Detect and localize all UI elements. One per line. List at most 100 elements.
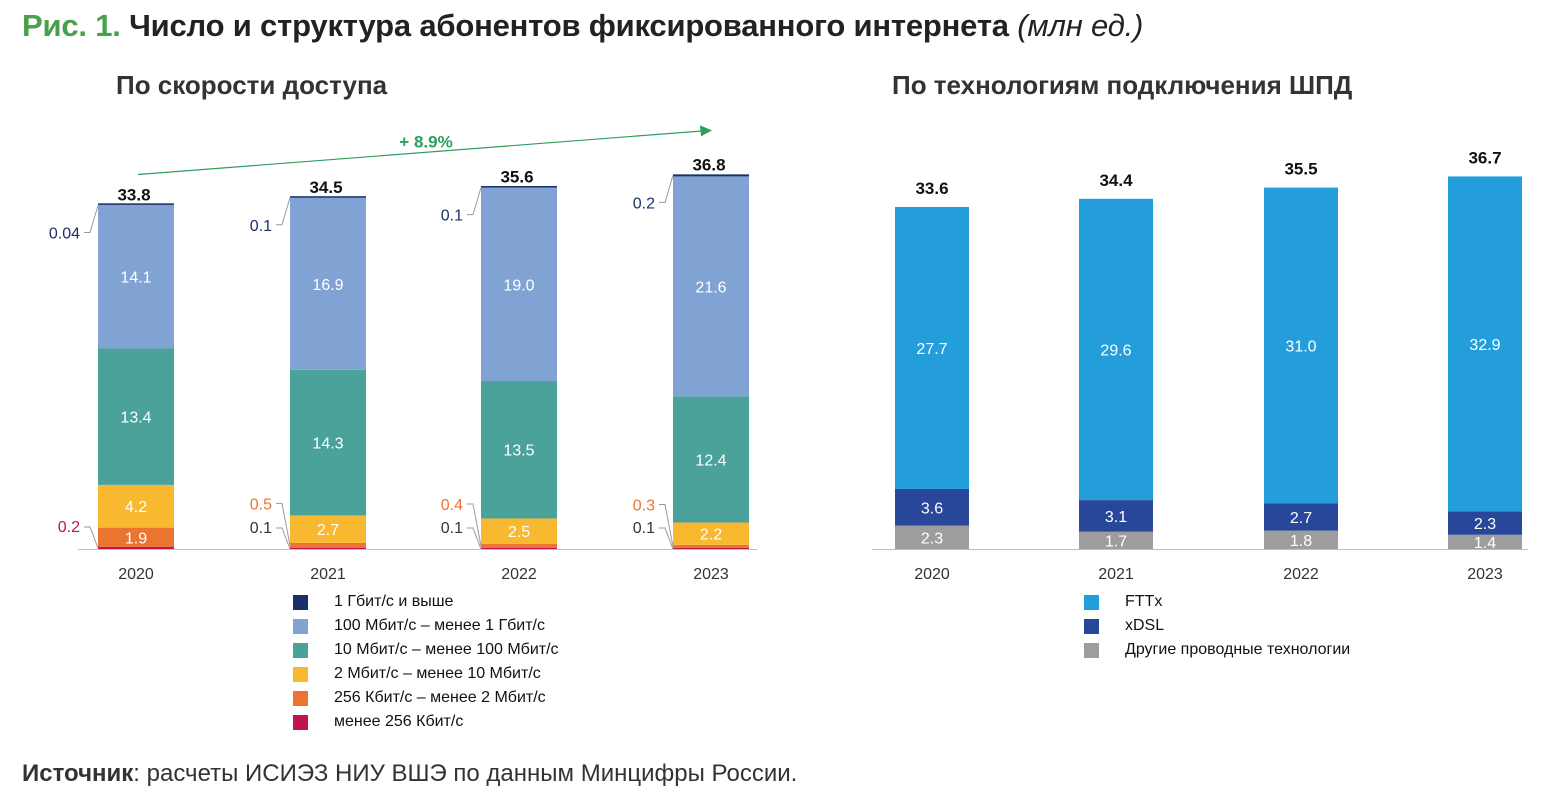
leader-line — [467, 527, 482, 550]
bar-segment — [290, 547, 366, 549]
total-label: 33.6 — [915, 179, 948, 198]
leader-line — [276, 197, 291, 226]
x-tick-label: 2020 — [914, 566, 950, 583]
bar-segment — [673, 176, 749, 397]
legend-label: 1 Гбит/с и выше — [334, 593, 454, 610]
bar-segment — [673, 544, 749, 548]
data-label: 3.6 — [921, 500, 943, 517]
left-chart-title: По скорости доступа — [116, 70, 388, 100]
data-label: 0.1 — [441, 520, 463, 537]
leader-line — [659, 527, 674, 550]
leader-line — [276, 527, 291, 550]
legend-label: 256 Кбит/с – менее 2 Мбит/с — [334, 689, 546, 706]
legend-swatch — [293, 714, 308, 730]
bar-segment — [1448, 176, 1522, 512]
data-label: 1.8 — [1290, 533, 1312, 550]
legend-label: FTTx — [1125, 593, 1163, 610]
data-label: 0.3 — [633, 497, 655, 514]
x-tick-label: 2022 — [501, 566, 537, 583]
growth-arrow-line — [137, 130, 703, 176]
bar-segment — [481, 187, 557, 382]
data-label: 16.9 — [312, 277, 343, 294]
legend-item: FTTx — [1084, 590, 1350, 614]
leader-line — [467, 187, 482, 216]
legend-swatch — [1084, 642, 1099, 658]
x-tick-label: 2021 — [310, 566, 346, 583]
bar-segment — [98, 484, 174, 528]
bar-segment — [1079, 198, 1153, 501]
legend-label: 10 Мбит/с – менее 100 Мбит/с — [334, 641, 559, 658]
data-label: 0.2 — [58, 519, 80, 536]
legend-swatch — [293, 618, 308, 634]
bar-segment — [481, 186, 557, 188]
leader-line — [276, 502, 291, 546]
data-label: 0.1 — [250, 520, 272, 537]
source-note: Источник: расчеты ИСИЭЗ НИУ ВШЭ по данны… — [22, 760, 797, 788]
bar-segment — [673, 396, 749, 523]
source-label: Источник — [22, 760, 134, 787]
data-label: 12.4 — [695, 452, 726, 469]
legend-label: xDSL — [1125, 617, 1165, 634]
data-label: 0.1 — [250, 218, 272, 235]
legend-swatch — [293, 642, 308, 658]
bar-segment — [98, 203, 174, 205]
data-label: 2.7 — [317, 522, 339, 539]
total-label: 34.5 — [309, 178, 342, 197]
bar-segment — [895, 206, 969, 489]
figure-unit: (млн ед.) — [1017, 8, 1144, 43]
data-label: 32.9 — [1469, 337, 1500, 354]
total-label: 33.8 — [117, 186, 150, 205]
legend-label: менее 256 Кбит/с — [334, 713, 464, 730]
bar-segment — [1448, 534, 1522, 549]
total-label: 35.6 — [500, 168, 533, 187]
total-label: 35.5 — [1284, 160, 1317, 179]
bar-segment — [290, 196, 366, 198]
bar-segment — [1264, 503, 1338, 531]
data-label: 14.3 — [312, 436, 343, 453]
legend-swatch — [1084, 594, 1099, 610]
left-legend: 1 Гбит/с и выше 100 Мбит/с – менее 1 Гбит… — [293, 590, 559, 734]
legend-item: менее 256 Кбит/с — [293, 710, 559, 734]
figure-number: Рис. 1. — [22, 8, 121, 43]
x-tick-label: 2020 — [118, 566, 154, 583]
data-label: 13.5 — [503, 443, 534, 460]
legend-swatch — [293, 594, 308, 610]
bar-segment — [290, 515, 366, 543]
bar-segment — [98, 546, 174, 549]
leader-line — [467, 503, 482, 547]
bar-segment — [98, 527, 174, 547]
data-label: 2.5 — [508, 524, 530, 541]
x-tick-label: 2023 — [1467, 566, 1503, 583]
data-label: 3.1 — [1105, 509, 1127, 526]
bar-segment — [290, 542, 366, 548]
legend-item: 1 Гбит/с и выше — [293, 590, 559, 614]
legend-item: 256 Кбит/с – менее 2 Мбит/с — [293, 686, 559, 710]
data-label: 21.6 — [695, 279, 726, 296]
bar-segment — [895, 488, 969, 526]
bar-segment — [1264, 187, 1338, 504]
legend-item: 10 Мбит/с – менее 100 Мбит/с — [293, 638, 559, 662]
leader-line — [84, 205, 99, 234]
bar-segment — [895, 525, 969, 549]
bar-segment — [98, 204, 174, 349]
data-label: 2.7 — [1290, 510, 1312, 527]
growth-arrow-head — [700, 125, 712, 137]
legend-swatch — [293, 666, 308, 682]
data-label: 2.3 — [1474, 516, 1496, 533]
data-label: 19.0 — [503, 277, 534, 294]
bar-segment — [290, 197, 366, 370]
right-legend: FTTx xDSL Другие проводные технологии — [1084, 590, 1350, 662]
data-label: 0.1 — [633, 520, 655, 537]
bar-segment — [290, 369, 366, 516]
total-label: 36.7 — [1468, 148, 1501, 167]
bar-segment — [1264, 530, 1338, 549]
data-label: 0.1 — [441, 208, 463, 225]
legend-swatch — [1084, 618, 1099, 634]
data-label: 27.7 — [916, 341, 947, 358]
x-tick-label: 2021 — [1098, 566, 1134, 583]
leader-line — [659, 175, 674, 203]
data-label: 4.2 — [125, 499, 147, 516]
bar-segment — [673, 174, 749, 177]
bar-segment — [673, 547, 749, 549]
